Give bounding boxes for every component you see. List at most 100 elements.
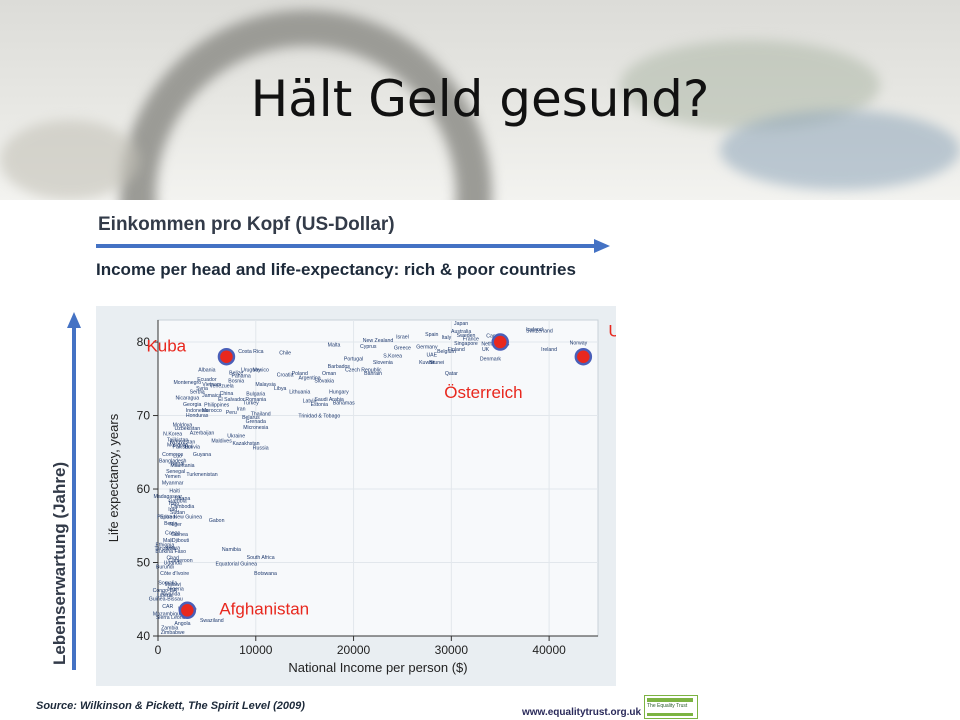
country-point-label: Namibia <box>222 547 241 553</box>
country-point-label: Serbia <box>190 389 205 395</box>
country-point-label: Burundi <box>156 564 174 570</box>
country-point-label: Chile <box>279 351 291 357</box>
country-point-label: Syria <box>196 386 208 392</box>
country-point-label: Barbados <box>328 364 351 370</box>
country-point-label: Turkey <box>243 401 259 407</box>
country-point-label: Moldova <box>173 423 193 429</box>
country-point-label: Japan <box>454 321 468 327</box>
x-tick-label: 40000 <box>532 643 566 657</box>
country-point-label: Israel <box>396 334 409 340</box>
y-tick-label: 40 <box>137 629 151 643</box>
plot-area <box>157 319 599 637</box>
country-point-label: Czech Republic <box>345 367 382 373</box>
country-point-label: Germany <box>416 345 438 351</box>
country-point-label: S.Korea <box>383 353 402 359</box>
country-point-label: Italy <box>442 335 452 341</box>
country-point-label: Vietnam <box>202 382 221 388</box>
country-point-label: Sierra Leone <box>156 615 186 621</box>
equality-trust-logo: The Equality Trust <box>644 695 698 719</box>
x-tick-label: 30000 <box>435 643 469 657</box>
country-point-label: Congo-DR <box>153 588 178 594</box>
footer-url[interactable]: www.equalitytrust.org.uk <box>522 707 642 718</box>
country-point-label: Argentina <box>298 376 320 382</box>
country-point-label: Australia <box>451 329 471 335</box>
country-point-label: Gambia <box>168 498 186 504</box>
country-point-label: Qatar <box>445 371 458 377</box>
country-point-label: Uruguay <box>241 367 261 373</box>
header-background <box>0 0 960 200</box>
money-shape <box>0 120 140 200</box>
country-point-label: Djibouti <box>172 538 189 544</box>
country-point-label: New Zealand <box>363 338 394 344</box>
y-axis-title: Life expectancy, years <box>106 413 121 542</box>
country-point-label: Montenegro <box>173 380 201 386</box>
highlight-label: USA <box>608 322 616 341</box>
country-point-label: Panama <box>231 373 250 379</box>
country-point-label: Ghana <box>175 496 191 502</box>
highlight-label: Kuba <box>146 337 186 356</box>
country-point-label: Nepal <box>171 462 185 468</box>
y-tick-label: 50 <box>137 556 151 570</box>
country-point-label: Hungary <box>329 389 349 395</box>
country-point-label: Ecuador <box>197 377 217 383</box>
country-point-label: Ethiopia <box>155 542 174 548</box>
country-point-label: Botswana <box>254 571 277 577</box>
country-point-label: Norway <box>570 340 588 346</box>
highlight-label: Afghanistan <box>219 599 309 618</box>
country-point-label: Jamaica <box>202 393 221 399</box>
highlight-marker <box>178 601 197 620</box>
life-expectancy-arrow <box>67 312 81 670</box>
country-point-label: Cyprus <box>360 344 377 350</box>
country-point-label: Togo <box>168 501 179 507</box>
country-point-label: Slovakia <box>314 378 334 384</box>
x-tick-label: 20000 <box>337 643 371 657</box>
country-point-label: Bulgaria <box>246 392 265 398</box>
country-point-label: Kyrgyzstan <box>170 439 196 445</box>
country-point-label: Guyana <box>193 452 211 458</box>
country-point-label: Tanzania <box>154 546 175 552</box>
country-point-label: Maldives <box>211 439 232 445</box>
country-point-label: Iran <box>237 406 246 412</box>
country-point-label: Eritrea <box>160 514 175 520</box>
country-point-label: Niger <box>169 522 182 528</box>
country-point-label: Côte d'Ivoire <box>160 571 189 577</box>
country-point-label: Russia <box>253 445 269 451</box>
country-point-label: Georgia <box>183 402 202 408</box>
country-point-label: Latvia <box>303 398 317 404</box>
x-tick-label: 0 <box>155 643 162 657</box>
country-point-label: Iceland <box>526 327 543 333</box>
country-point-label: Portugal <box>344 356 363 362</box>
country-point-label: Saudi Arabia <box>314 397 344 403</box>
country-point-label: Myanmar <box>162 481 184 487</box>
country-point-label: Sudan <box>170 510 185 516</box>
country-point-label: Kazakhstan <box>232 441 259 447</box>
country-point-label: Congo <box>165 531 180 537</box>
country-point-label: Romania <box>245 397 266 403</box>
scatter-chart: 40 50 60 70 80 0 10000 20000 30000 40000 National … <box>106 319 616 675</box>
country-point-label: Benin <box>164 521 177 527</box>
y-tick-label: 60 <box>137 482 151 496</box>
highlight-marker <box>491 333 509 351</box>
country-point-label: Tajikistan <box>167 437 188 443</box>
country-point-label: Ukraine <box>227 434 245 440</box>
country-point-label: Albania <box>198 367 215 373</box>
country-point-label: Guinea-Bissau <box>149 597 183 603</box>
country-point-label: Mali <box>163 538 173 544</box>
highlight-marker <box>574 347 593 366</box>
country-point-label: Greece <box>394 345 411 351</box>
country-point-label: El Salvador <box>218 397 245 403</box>
country-point-label: Bosnia <box>228 378 244 384</box>
country-point-label: France <box>463 337 479 343</box>
country-point-label: Ireland <box>541 347 557 353</box>
country-point-label: Swaziland <box>200 618 224 624</box>
country-point-label: Peru <box>226 410 237 416</box>
country-point-label: Senegal <box>166 469 185 475</box>
highlight-marker <box>217 347 236 366</box>
country-point-label: Zambia <box>161 625 178 631</box>
country-point-label: Cambodia <box>171 504 195 510</box>
country-point-label: N.Korea <box>163 431 182 437</box>
country-point-label: Liberia <box>157 593 173 599</box>
country-point-label: Finland <box>448 347 465 353</box>
country-point-label: Indonesia <box>186 408 209 414</box>
country-point-label: Malaysia <box>255 382 276 388</box>
